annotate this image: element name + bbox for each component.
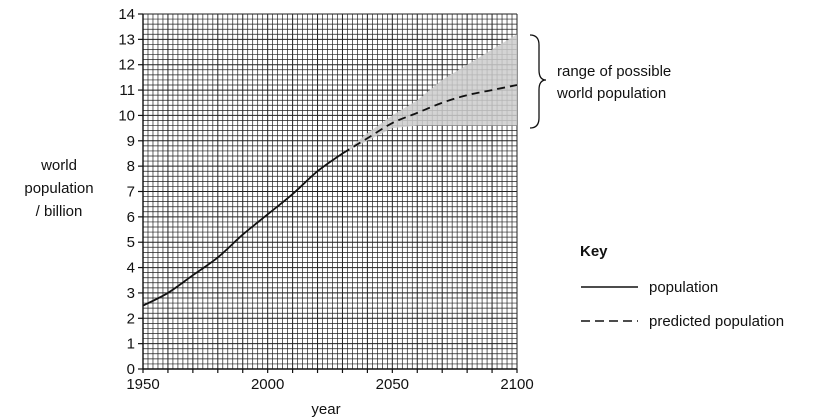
legend: Key population predicted population (580, 243, 784, 330)
y-tick-label: 13 (118, 31, 135, 48)
x-tick-label: 2100 (500, 376, 533, 393)
range-label-line2: world population (556, 85, 666, 102)
y-axis-label-line1: world (40, 157, 77, 174)
x-tick-label: 2050 (376, 376, 409, 393)
axes (138, 13, 518, 373)
y-tick-label: 14 (118, 6, 135, 23)
y-axis-label-line2: population (24, 180, 93, 197)
range-band (342, 34, 517, 154)
y-tick-label: 11 (119, 82, 135, 99)
y-tick-label: 5 (127, 234, 135, 251)
legend-title: Key (580, 243, 608, 260)
y-tick-label: 2 (127, 310, 135, 327)
y-tick-label: 8 (127, 158, 135, 175)
y-tick-label: 10 (118, 107, 135, 124)
y-axis-label: world population / billion (24, 157, 93, 220)
y-tick-label: 6 (127, 209, 135, 226)
range-brace (529, 34, 547, 129)
x-axis-label: year (311, 401, 340, 418)
y-tick-label: 9 (127, 133, 135, 150)
series-layer (142, 84, 518, 307)
y-tick-label: 0 (127, 361, 135, 378)
legend-label-population: population (649, 279, 718, 296)
y-tick-label: 3 (127, 285, 135, 302)
y-tick-label: 4 (127, 260, 135, 277)
series-line-predicted-population (341, 84, 518, 155)
series-line-population (142, 152, 343, 307)
grid (142, 13, 518, 370)
y-axis-label-line3: / billion (36, 203, 83, 220)
x-tick-label: 1950 (126, 376, 159, 393)
y-tick-label: 12 (118, 57, 135, 74)
y-tick-label: 1 (127, 336, 135, 353)
x-tick-label: 2000 (251, 376, 284, 393)
y-tick-label: 7 (127, 184, 135, 201)
range-label-line1: range of possible (557, 63, 671, 80)
legend-label-predicted: predicted population (649, 313, 784, 330)
